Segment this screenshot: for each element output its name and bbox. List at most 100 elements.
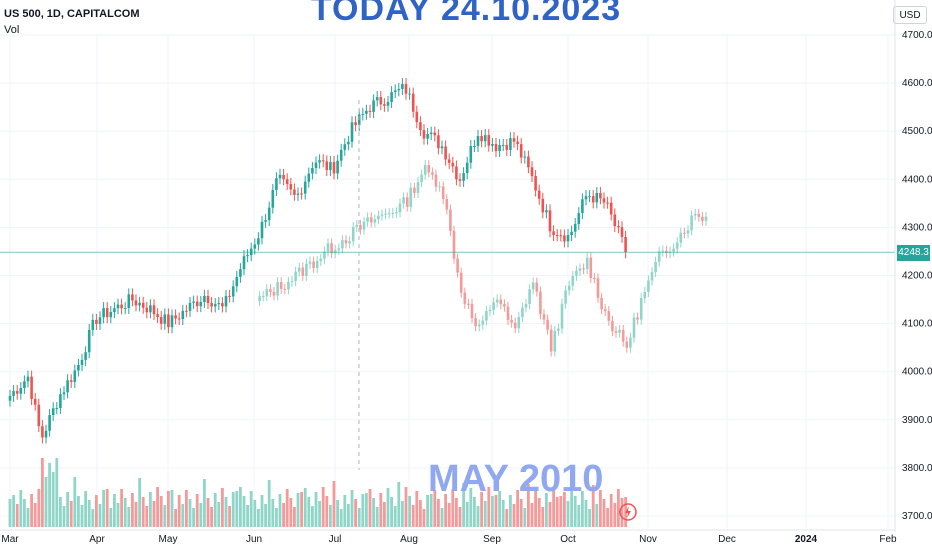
candle-body <box>451 162 455 167</box>
overlay-body <box>398 203 402 213</box>
candle-body <box>354 122 357 126</box>
candle-body <box>426 133 429 139</box>
candle-body <box>123 308 127 310</box>
overlay-body <box>413 187 416 193</box>
overlay-title: TODAY 24.10.2023 <box>310 0 622 28</box>
volume-bar <box>501 500 505 527</box>
volume-bar <box>415 491 419 527</box>
overlay-body <box>305 263 308 276</box>
overlay-body <box>607 311 611 321</box>
volume-bar <box>437 499 440 527</box>
candle-body <box>390 92 393 102</box>
y-tick-label: 4300.0 <box>902 222 932 233</box>
volume-bar <box>336 500 339 527</box>
candle-body <box>95 319 98 324</box>
volume-bar <box>44 477 48 527</box>
volume-bar <box>8 499 12 527</box>
candle-body <box>264 220 267 222</box>
candle-body <box>282 174 285 180</box>
overlay-body <box>517 317 521 329</box>
overlay-body <box>643 291 647 299</box>
candle-body <box>44 430 48 438</box>
candle-body <box>163 314 167 324</box>
overlay-body <box>337 248 341 250</box>
candle-body <box>224 295 228 307</box>
candle-body <box>149 305 152 313</box>
candle-body <box>516 141 519 145</box>
overlay-body <box>654 261 657 273</box>
candle-body <box>498 145 501 152</box>
candle-body <box>217 303 221 305</box>
candle-body <box>343 144 347 150</box>
candle-body <box>458 179 462 181</box>
candle-body <box>235 276 239 287</box>
candle-body <box>437 135 440 149</box>
candle-body <box>462 173 465 181</box>
candle-body <box>559 235 563 237</box>
volume-bar <box>300 492 303 527</box>
price-axis[interactable]: 4700.0 4600.0 4500.0 4400.0 4300.0 4200.0 4100… <box>894 0 932 532</box>
overlay-body <box>549 329 553 352</box>
y-tick-label: 3700.0 <box>902 511 932 522</box>
volume-bar <box>87 500 91 527</box>
candle-body <box>210 303 213 307</box>
volume-bar <box>570 487 573 527</box>
currency-button[interactable]: USD <box>893 6 927 24</box>
time-axis[interactable]: Mar Apr May Jun Jul Aug Sep Oct Nov Dec 2024 Feb <box>0 529 897 545</box>
candle-body <box>228 295 231 297</box>
volume-bar <box>527 484 530 527</box>
candle-body <box>350 122 354 142</box>
candle-body <box>401 84 404 89</box>
volume-bar <box>573 496 577 527</box>
volume-bar <box>33 503 37 527</box>
overlay-body <box>585 257 589 270</box>
overlay-body <box>481 320 485 325</box>
volume-bar <box>80 505 84 527</box>
candle-body <box>509 138 512 150</box>
candle-body <box>242 256 246 270</box>
candle-body <box>19 388 23 394</box>
candle-body <box>303 181 307 194</box>
overlay-body <box>326 243 330 252</box>
candle-body <box>131 294 134 301</box>
candle-body <box>199 302 203 307</box>
candle-body <box>278 174 282 179</box>
x-tick-label: May <box>159 534 178 545</box>
overlay-body <box>546 319 549 330</box>
candle-body <box>530 167 534 177</box>
volume-bar <box>199 503 203 527</box>
y-tick-label: 4200.0 <box>902 271 932 282</box>
overlay-body <box>672 248 675 252</box>
overlay-subtitle: MAY 2010 <box>428 458 604 500</box>
candle-body <box>476 136 480 146</box>
volume-bar <box>375 507 379 527</box>
alert-icon[interactable] <box>619 503 637 521</box>
candle-body <box>141 302 145 308</box>
overlay-body <box>513 322 517 329</box>
candle-body <box>429 132 433 134</box>
candle-body <box>98 317 102 324</box>
volume-bar <box>602 499 606 527</box>
candle-body <box>440 146 444 149</box>
candle-body <box>617 226 620 228</box>
overlay-body <box>431 172 434 175</box>
volume-bar <box>19 490 23 527</box>
volume-bar <box>566 501 570 527</box>
volume-bar <box>498 491 501 527</box>
candle-body <box>253 244 257 249</box>
candle-body <box>537 190 541 199</box>
overlay-body <box>477 324 481 327</box>
overlay-body <box>276 282 279 296</box>
candle-body <box>613 214 617 227</box>
y-tick-label: 4500.0 <box>902 126 932 137</box>
overlay-body <box>265 289 269 297</box>
volume-bar <box>383 502 386 527</box>
candle-body <box>80 359 84 365</box>
candle-body <box>480 136 483 142</box>
volume-bar <box>275 508 278 527</box>
volume-bar <box>181 504 185 527</box>
candle-body <box>145 307 149 313</box>
candle-body <box>267 207 271 221</box>
candle-body <box>260 221 264 239</box>
